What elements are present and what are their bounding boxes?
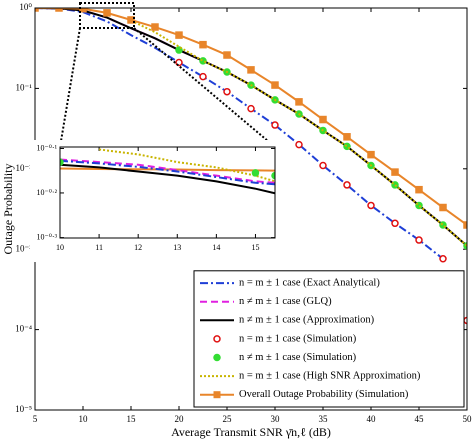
marker [391, 219, 399, 228]
legend-label: n ≠ m ± 1 case (Approximation) [239, 315, 375, 326]
marker [343, 181, 351, 189]
marker [223, 87, 231, 96]
x-tick-label: 13 [173, 243, 181, 252]
x-tick-label: 15 [127, 414, 137, 424]
zoom-box [79, 2, 135, 29]
legend-marker [213, 353, 221, 362]
marker [319, 115, 327, 124]
legend-label: n = m ± 1 case (High SNR Approximation) [239, 371, 421, 382]
x-tick-label: 15 [251, 243, 259, 252]
marker [199, 72, 207, 81]
series-line [60, 163, 275, 195]
x-tick-label: 11 [95, 243, 103, 252]
legend-label: n ≠ m ± 1 case (Simulation) [239, 352, 357, 363]
zoom-connector [59, 27, 81, 148]
legend: n = m ± 1 case (Exact Analytical) n ≠ m ±… [193, 270, 465, 408]
marker [391, 168, 399, 176]
x-tick-label: 35 [319, 414, 329, 424]
legend-label: n = m ± 1 case (Simulation) [239, 333, 357, 344]
marker [415, 185, 423, 194]
marker [175, 31, 183, 39]
marker [367, 201, 375, 210]
marker [295, 140, 303, 149]
y-tick-label: 10⁻⁴ [15, 324, 32, 334]
plot-area [35, 8, 467, 325]
marker [127, 16, 135, 24]
marker [60, 158, 64, 166]
y-tick-label: 10⁻² [16, 163, 33, 173]
plot-area [60, 148, 275, 195]
marker [415, 236, 423, 244]
marker [367, 150, 375, 159]
x-tick-label: 30 [271, 414, 281, 424]
series-line [60, 158, 275, 184]
marker [295, 98, 303, 106]
x-tick-label: 10 [79, 414, 89, 424]
marker [247, 104, 255, 113]
y-tick-label: 10⁻¹ [16, 82, 33, 92]
x-tick-label: 10 [56, 243, 64, 252]
zoom-connector [133, 27, 276, 148]
marker [439, 255, 447, 263]
marker [271, 171, 275, 180]
legend-marker [213, 391, 221, 399]
marker [247, 66, 255, 74]
x-axis-label: Average Transmit SNR γ̄n,ℓ (dB) [171, 425, 331, 439]
series-line [60, 159, 275, 186]
marker [223, 51, 231, 59]
marker [463, 221, 467, 229]
marker [343, 133, 351, 141]
marker [439, 203, 447, 212]
y-tick-label: 10⁻⁰·³ [37, 232, 58, 241]
legend-label: n ≠ m ± 1 case (GLQ) [239, 296, 332, 307]
y-tick-label: 10⁻⁰·² [37, 188, 58, 197]
x-tick-label: 5 [33, 414, 38, 424]
series-line [35, 8, 444, 260]
y-tick-label: 10⁻⁰·¹ [37, 143, 58, 152]
legend-label: n = m ± 1 case (Exact Analytical) [239, 278, 380, 289]
x-tick-label: 45 [415, 414, 425, 424]
marker [319, 161, 327, 170]
x-tick-label: 14 [212, 243, 220, 252]
plot-frame [59, 146, 276, 239]
y-tick-label: 10⁻³ [16, 243, 33, 253]
marker [271, 81, 279, 89]
x-tick-label: 20 [175, 414, 185, 424]
x-tick-label: 50 [463, 414, 473, 424]
y-tick-label: 10⁰ [19, 2, 32, 12]
legend-box [193, 270, 465, 408]
y-axis-label: Outage Probability [1, 164, 15, 255]
marker [103, 9, 111, 17]
marker [199, 40, 207, 49]
legend-label: Overall Outage Probability (Simulation) [239, 389, 409, 400]
x-tick-label: 25 [223, 414, 233, 424]
marker [271, 121, 279, 129]
marker [55, 8, 63, 12]
y-tick-label: 10⁻⁵ [15, 404, 32, 414]
series-line [98, 148, 275, 183]
x-tick-label: 40 [367, 414, 377, 424]
legend-marker [213, 335, 221, 343]
x-tick-label: 12 [134, 243, 142, 252]
marker [251, 169, 260, 177]
series-line [130, 19, 467, 247]
marker [35, 8, 39, 12]
marker [151, 23, 159, 31]
